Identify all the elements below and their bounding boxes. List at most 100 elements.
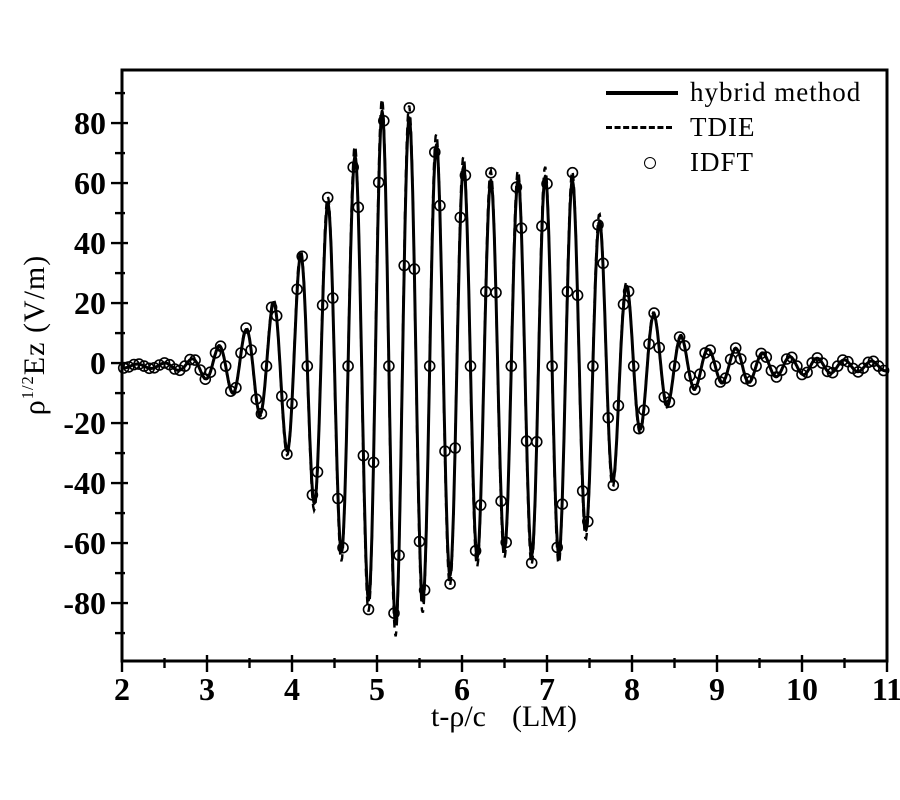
x-tick-label: 9 bbox=[709, 671, 725, 707]
idft-data-point bbox=[617, 298, 630, 311]
legend-marker-cell bbox=[606, 126, 686, 129]
y-tick-label: -80 bbox=[63, 585, 106, 621]
y-tick-label: 0 bbox=[90, 345, 106, 381]
idft-data-point bbox=[566, 166, 579, 179]
idft-data-point bbox=[525, 557, 538, 569]
idft-data-point bbox=[428, 146, 441, 158]
idft-data-point bbox=[316, 299, 329, 312]
idft-data-point bbox=[143, 362, 155, 375]
idft-data-point bbox=[495, 495, 507, 508]
idft-data-point bbox=[168, 363, 181, 375]
idft-data-point bbox=[423, 360, 436, 372]
tick-labels: 2 3 4 5 6 7 8 9 10 11 80 60 40 20 0 -20 -40 -60 -80 bbox=[63, 105, 900, 707]
idft-data-point bbox=[245, 344, 257, 356]
y-tick-label: 20 bbox=[74, 285, 106, 321]
idft-data-point bbox=[663, 396, 676, 408]
idft-data-point bbox=[240, 322, 252, 334]
x-tick-label: 6 bbox=[454, 671, 470, 707]
idft-data-point bbox=[372, 176, 385, 189]
idft-data-point bbox=[719, 372, 732, 385]
idft-data-point bbox=[398, 259, 411, 272]
idft-data-point bbox=[326, 292, 339, 304]
idft-data-point bbox=[393, 549, 405, 562]
idft-data-point bbox=[449, 442, 462, 454]
idft-data-point bbox=[469, 544, 482, 557]
series-hybrid-method-line bbox=[121, 109, 888, 626]
legend-marker-cell bbox=[606, 90, 686, 95]
idft-data-point bbox=[541, 178, 553, 190]
idft-data-point bbox=[530, 435, 543, 448]
y-tick-label: 60 bbox=[74, 165, 106, 201]
legend-label-tdie: TDIE bbox=[690, 112, 756, 142]
idft-data-point bbox=[571, 289, 584, 302]
idft-data-point bbox=[454, 211, 467, 224]
idft-data-point bbox=[219, 360, 232, 372]
idft-data-point bbox=[821, 365, 834, 378]
idft-data-point bbox=[581, 515, 594, 528]
idft-data-point bbox=[862, 356, 875, 369]
idft-data-point bbox=[357, 449, 370, 462]
idft-data-point bbox=[694, 368, 706, 381]
idft-data-point bbox=[388, 607, 400, 620]
x-tick-label: 8 bbox=[624, 671, 640, 707]
idft-data-point bbox=[377, 115, 390, 127]
idft-data-point bbox=[311, 466, 324, 478]
idft-data-point bbox=[418, 584, 431, 596]
idft-data-point bbox=[296, 250, 309, 263]
idft-data-point bbox=[653, 341, 666, 354]
idft-data-point bbox=[117, 362, 130, 374]
idft-data-point bbox=[337, 541, 349, 554]
x-axis-formula: t-ρ/c bbox=[431, 700, 486, 733]
idft-data-point bbox=[281, 448, 293, 460]
idft-data-point bbox=[306, 489, 319, 501]
idft-data-point bbox=[607, 479, 620, 492]
idft-data-point bbox=[780, 353, 793, 365]
idft-data-point bbox=[403, 102, 416, 114]
idft-data-point bbox=[750, 360, 762, 372]
idft-data-point bbox=[235, 347, 247, 359]
idft-data-point bbox=[796, 368, 808, 381]
idft-data-point bbox=[408, 263, 421, 275]
x-tick-label: 11 bbox=[872, 671, 900, 707]
solid-line-marker bbox=[606, 90, 678, 95]
idft-data-point bbox=[673, 331, 686, 343]
idft-data-point bbox=[745, 375, 757, 388]
x-tick-label: 7 bbox=[539, 671, 555, 707]
idft-data-point bbox=[301, 360, 314, 372]
idft-data-point bbox=[515, 222, 528, 234]
idft-data-point bbox=[367, 456, 380, 469]
idft-data-point bbox=[352, 201, 365, 214]
idft-data-point bbox=[729, 342, 742, 354]
idft-data-point bbox=[214, 340, 227, 353]
idft-data-point bbox=[704, 344, 717, 357]
idft-data-point bbox=[576, 485, 589, 497]
idft-data-point bbox=[622, 285, 635, 298]
idft-data-point bbox=[801, 366, 813, 379]
idft-data-point bbox=[638, 404, 650, 417]
idft-data-point bbox=[133, 358, 145, 370]
idft-data-point bbox=[689, 383, 701, 396]
series-tdie-line bbox=[121, 98, 888, 637]
x-tick-label: 3 bbox=[199, 671, 215, 707]
idft-data-point bbox=[255, 407, 268, 420]
idft-data-point bbox=[270, 309, 283, 322]
idft-data-point bbox=[536, 220, 548, 232]
idft-data-point bbox=[286, 397, 298, 410]
idft-data-point bbox=[505, 360, 518, 372]
idft-data-point bbox=[551, 541, 564, 554]
x-tick-label: 10 bbox=[786, 671, 818, 707]
idft-data-point bbox=[250, 393, 263, 406]
idft-data-point bbox=[561, 285, 574, 298]
idft-data-point bbox=[627, 360, 640, 372]
idft-data-point bbox=[709, 360, 722, 372]
idft-data-point bbox=[556, 498, 569, 511]
idft-data-point bbox=[332, 492, 344, 505]
idft-data-point bbox=[485, 167, 497, 179]
idft-data-point bbox=[775, 364, 788, 376]
legend-item-tdie: TDIE bbox=[606, 110, 861, 145]
idft-data-point bbox=[816, 357, 829, 369]
dashed-line-marker bbox=[606, 126, 672, 129]
